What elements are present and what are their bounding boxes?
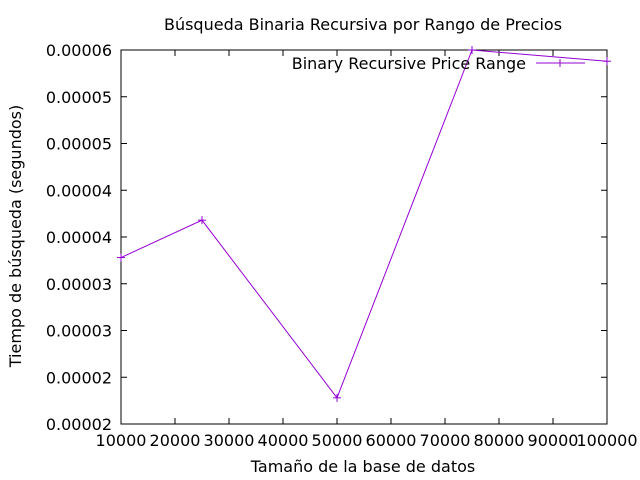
x-tick-label: 100000 (576, 431, 637, 450)
y-tick-label: 0.00005 (46, 88, 112, 107)
y-tick-label: 0.00002 (46, 415, 112, 434)
series-layer (117, 46, 611, 402)
chart-title: Búsqueda Binaria Recursiva por Rango de … (164, 15, 562, 34)
y-tick-label: 0.00002 (46, 368, 112, 387)
x-tick-label: 50000 (312, 431, 363, 450)
x-tick-label: 30000 (204, 431, 255, 450)
y-tick-label: 0.00003 (46, 322, 112, 341)
x-tick-label: 10000 (96, 431, 147, 450)
data-point (117, 253, 125, 262)
y-tick-label: 0.00003 (46, 275, 112, 294)
legend-marker (556, 59, 564, 67)
legend-label: Binary Recursive Price Range (292, 54, 526, 73)
y-tick-label: 0.00006 (46, 41, 112, 60)
y-axis-ticks: 0.00002 0.00002 0.00003 0.00003 0.00004 0.000… (46, 41, 607, 434)
legend: Binary Recursive Price Range (292, 54, 585, 73)
y-tick-label: 0.00005 (46, 135, 112, 154)
x-tick-label: 90000 (528, 431, 579, 450)
data-point (468, 46, 476, 54)
x-tick-label: 70000 (420, 431, 471, 450)
data-point (198, 216, 206, 225)
y-tick-label: 0.00004 (46, 181, 112, 200)
x-tick-label: 40000 (258, 431, 309, 450)
data-point (603, 57, 611, 66)
x-axis-ticks: 10000 20000 30000 40000 50000 60000 70000 80000… (96, 50, 638, 450)
x-tick-label: 20000 (150, 431, 201, 450)
x-tick-label: 60000 (366, 431, 417, 450)
x-tick-label: 80000 (474, 431, 525, 450)
y-axis-label: Tiempo de búsqueda (segundos) (6, 105, 25, 368)
y-tick-label: 0.00004 (46, 228, 112, 247)
data-point (333, 393, 341, 402)
x-axis-label: Tamaño de la base de datos (250, 457, 475, 476)
